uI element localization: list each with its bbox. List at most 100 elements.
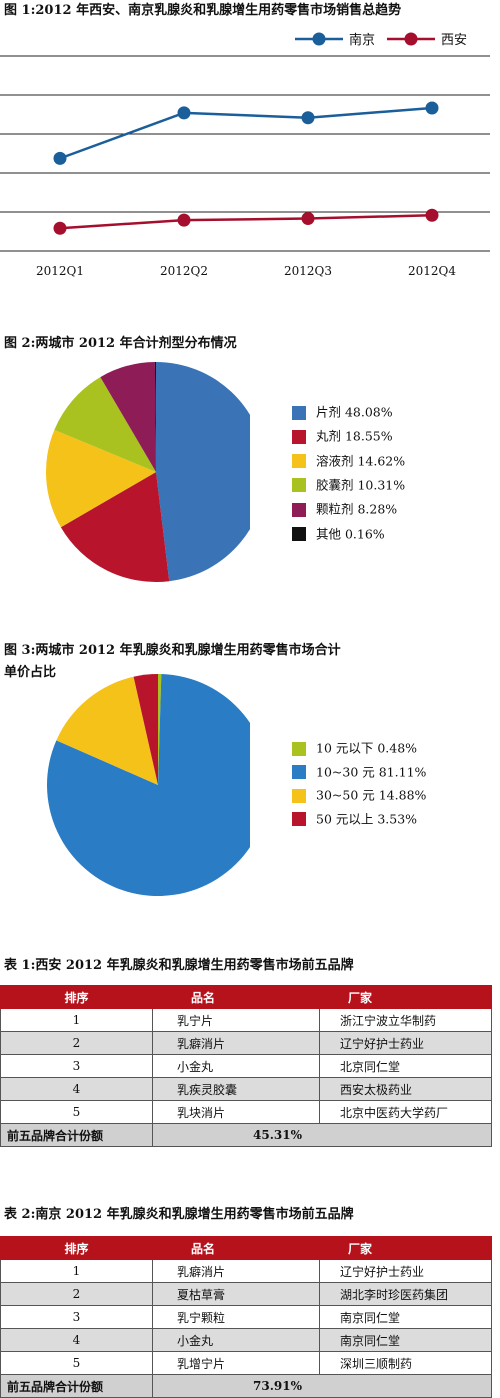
legend-item: 片剂 48.08%	[292, 404, 393, 420]
legend-marker	[404, 32, 418, 46]
data-point	[177, 106, 191, 120]
pie-slice	[100, 362, 156, 472]
table-cell: 乳宁片	[152, 1008, 320, 1032]
legend-item: 颗粒剂 8.28%	[292, 501, 397, 517]
legend-label: 其他 0.16%	[316, 526, 385, 541]
table2: 排序 品名 厂家 1 乳癖消片 辽宁好护士药业 2 夏枯草膏 湖北李时珍医药集团…	[0, 1236, 492, 1398]
total-label: 前五品牌合计份额	[0, 1123, 153, 1147]
table-row: 2 夏枯草膏 湖北李时珍医药集团	[0, 1282, 492, 1306]
line-chart: 2012Q1 2012Q2 2012Q3 2012Q4 南京 西安	[0, 32, 490, 278]
table-cell: 5	[0, 1100, 153, 1124]
table-cell: 乳增宁片	[152, 1351, 320, 1375]
legend-label: 颗粒剂 8.28%	[316, 501, 398, 517]
column-header: 厂家	[319, 985, 492, 1009]
series-line-xian	[59, 214, 433, 230]
table-row: 4 乳疾灵胶囊 西安太极药业	[0, 1077, 492, 1101]
table-cell: 1	[0, 1008, 153, 1032]
dosage-form-legend: 片剂 48.08% 丸剂 18.55% 溶液剂 14.62% 胶囊剂 10.31% 颗粒…	[292, 404, 492, 544]
table-row: 3 小金丸 北京同仁堂	[0, 1054, 492, 1078]
table-cell: 5	[0, 1351, 153, 1375]
legend-label: 30~50 元 14.88%	[316, 787, 427, 803]
figure1-title: 图 1:2012 年西安、南京乳腺炎和乳腺增生用药零售市场销售总趋势	[4, 3, 402, 18]
total-label: 前五品牌合计份额	[0, 1374, 153, 1398]
legend-swatch	[292, 502, 306, 517]
legend-swatch	[292, 454, 306, 469]
data-point	[301, 111, 315, 125]
table-cell: 湖北李时珍医药集团	[319, 1282, 492, 1306]
table-cell: 乳宁颗粒	[152, 1305, 320, 1329]
legend-item: 其他 0.16%	[292, 526, 385, 542]
legend-swatch	[292, 527, 306, 541]
table-header-row: 排序 品名 厂家	[0, 985, 492, 1009]
table-cell: 辽宁好护士药业	[319, 1031, 492, 1055]
legend-item: 10 元以下 0.48%	[292, 740, 417, 756]
x-tick-label: 2012Q2	[160, 264, 208, 278]
column-header: 排序	[0, 985, 153, 1009]
table-total-row: 前五品牌合计份额 73.91%	[0, 1374, 492, 1398]
x-tick-label: 2012Q4	[408, 264, 456, 278]
legend-item: 溶液剂 14.62%	[292, 453, 405, 469]
legend-swatch	[292, 429, 306, 444]
table-cell: 乳癖消片	[152, 1031, 320, 1055]
legend-label: 西安	[441, 33, 467, 48]
legend-label: 丸剂 18.55%	[316, 428, 393, 444]
legend-swatch	[292, 478, 306, 493]
unit-price-legend: 10 元以下 0.48% 10~30 元 81.11% 30~50 元 14.88%…	[292, 740, 492, 840]
legend-item: 丸剂 18.55%	[292, 428, 393, 444]
table-total-row: 前五品牌合计份额 45.31%	[0, 1123, 492, 1147]
pie-slice	[45, 429, 156, 528]
table-row: 1 乳癖消片 辽宁好护士药业	[0, 1259, 492, 1283]
legend-item: 30~50 元 14.88%	[292, 787, 426, 803]
table-row: 5 乳增宁片 深圳三顺制药	[0, 1351, 492, 1375]
total-value: 73.91%	[152, 1374, 492, 1398]
legend-item: 10~30 元 81.11%	[292, 764, 426, 780]
figure2-title: 图 2:两城市 2012 年合计剂型分布情况	[4, 336, 237, 351]
table-row: 5 乳块消片 北京中医药大学药厂	[0, 1100, 492, 1124]
table-header-row: 排序 品名 厂家	[0, 1236, 492, 1260]
table-row: 1 乳宁片 浙江宁波立华制药	[0, 1008, 492, 1032]
table-row: 3 乳宁颗粒 南京同仁堂	[0, 1305, 492, 1329]
table-cell: 南京同仁堂	[319, 1328, 492, 1352]
table-cell: 乳块消片	[152, 1100, 320, 1124]
table-cell: 2	[0, 1031, 153, 1055]
pie-slice	[158, 674, 162, 785]
table-cell: 小金丸	[152, 1054, 320, 1078]
legend-label: 胶囊剂 10.31%	[316, 477, 406, 493]
data-point	[425, 101, 439, 115]
data-point	[301, 212, 315, 225]
table-cell: 南京同仁堂	[319, 1305, 492, 1329]
legend-label: 片剂 48.08%	[316, 404, 393, 420]
table-cell: 北京同仁堂	[319, 1054, 492, 1078]
legend-swatch	[292, 741, 306, 756]
table1: 排序 品名 厂家 1 乳宁片 浙江宁波立华制药 2 乳癖消片 辽宁好护士药业 3…	[0, 985, 492, 1147]
column-header: 排序	[0, 1236, 153, 1260]
legend-swatch	[292, 405, 306, 420]
pie-slice	[47, 674, 250, 896]
table-cell: 3	[0, 1054, 153, 1078]
table-cell: 4	[0, 1328, 153, 1352]
x-tick-label: 2012Q1	[36, 264, 84, 278]
table-cell: 夏枯草膏	[152, 1282, 320, 1306]
legend-swatch	[292, 765, 306, 779]
table-cell: 辽宁好护士药业	[319, 1259, 492, 1283]
table-row: 4 小金丸 南京同仁堂	[0, 1328, 492, 1352]
table-cell: 西安太极药业	[319, 1077, 492, 1101]
pie-slice	[60, 472, 170, 582]
column-header: 品名	[152, 985, 320, 1009]
table1-title: 表 1:西安 2012 年乳腺炎和乳腺增生用药零售市场前五品牌	[4, 958, 354, 973]
total-value: 45.31%	[152, 1123, 492, 1147]
legend-swatch	[292, 812, 306, 826]
table2-title: 表 2:南京 2012 年乳腺炎和乳腺增生用药零售市场前五品牌	[4, 1207, 354, 1222]
series-line-nanjing	[59, 106, 433, 160]
data-point	[53, 221, 67, 235]
table-cell: 北京中医药大学药厂	[319, 1100, 492, 1124]
legend-marker	[312, 32, 326, 46]
dosage-form-pie-chart	[45, 362, 250, 582]
column-header: 品名	[152, 1236, 320, 1260]
legend-item: 50 元以上 3.53%	[292, 811, 417, 827]
unit-price-pie-chart	[47, 674, 250, 896]
legend-label: 10~30 元 81.11%	[316, 764, 427, 779]
figure3-title-line2: 单价占比	[4, 665, 57, 680]
pie-slice	[54, 377, 156, 472]
pie-slice	[154, 362, 156, 472]
